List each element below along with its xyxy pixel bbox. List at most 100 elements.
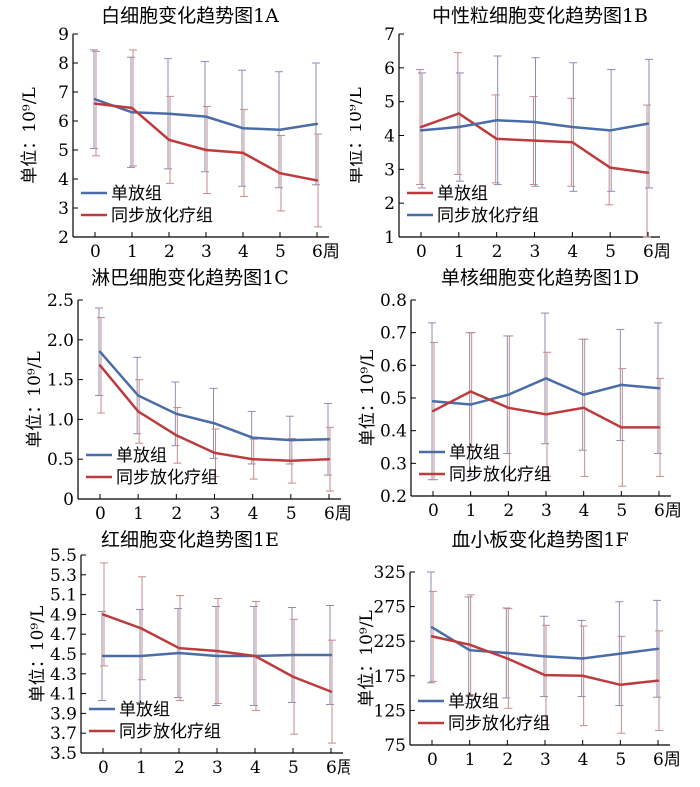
y-tick-label: 4.7 <box>50 625 77 645</box>
y-tick-label: 6 <box>384 59 395 79</box>
x-tick-label: 4 <box>250 758 261 778</box>
data-point <box>241 127 245 130</box>
data-point <box>136 394 140 397</box>
data-point <box>608 129 612 132</box>
data-point <box>506 651 509 655</box>
chart-svg-1c: 淋巴细胞变化趋势图1C 0 0.5 1.0 1.5 2.0 2.5 0 1 2 3 4 5 6周 单位：10… <box>25 267 350 524</box>
data-point <box>543 673 547 677</box>
x-tick-label: 6周 <box>654 501 682 521</box>
data-point <box>646 122 650 125</box>
y-axis-label: 单位：10⁹/L <box>357 610 377 706</box>
y-tick-label: 3 <box>58 199 69 219</box>
y-tick-label: 4 <box>384 127 395 147</box>
y-tick-label: 125 <box>374 701 406 721</box>
y-tick-label: 5.1 <box>50 586 77 606</box>
data-point <box>533 139 536 142</box>
series-line-2 <box>432 390 659 429</box>
y-tick-label: 2.0 <box>47 331 74 351</box>
data-point <box>251 436 254 439</box>
data-point <box>646 171 650 174</box>
x-tick-label: 1 <box>133 504 144 524</box>
x-tick-label: 0 <box>98 758 109 778</box>
x-tick-label: 3 <box>210 504 221 524</box>
x-tick-label: 2 <box>503 501 514 521</box>
data-point <box>130 106 134 110</box>
data-point <box>571 141 574 144</box>
data-point <box>167 138 171 142</box>
data-point <box>468 643 471 646</box>
data-point <box>167 112 171 115</box>
x-tick-label: 3 <box>201 242 212 262</box>
x-tick-label: 6周 <box>643 242 671 262</box>
data-point <box>430 635 434 638</box>
data-point <box>315 122 319 126</box>
data-point <box>620 383 623 387</box>
legend-label: 单放组 <box>119 700 170 720</box>
data-point <box>507 406 510 409</box>
data-point <box>204 115 208 118</box>
data-point <box>495 137 498 141</box>
x-tick-label: 0 <box>95 504 106 524</box>
chart-svg-1d: 单核细胞变化趋势图1D 0.2 0.3 0.4 0.5 0.6 0.7 0.8 0 1 2 3 4 5 6周… <box>358 267 682 521</box>
x-tick-label: 6周 <box>326 758 350 778</box>
chart-title: 血小板变化趋势图1F <box>451 529 628 551</box>
x-tick-label: 4 <box>248 504 259 524</box>
x-tick-label: 2 <box>492 242 503 262</box>
y-tick-label: 4.1 <box>50 685 77 705</box>
data-point <box>469 403 472 406</box>
x-tick-label: 2 <box>174 758 185 778</box>
data-point <box>130 111 134 114</box>
y-tick-label: 6 <box>58 112 69 132</box>
y-tick-label: 3.5 <box>50 744 77 764</box>
y-tick-label: 4.9 <box>50 605 77 625</box>
chart-title: 红细胞变化趋势图1E <box>101 529 279 551</box>
error-bar <box>643 104 651 238</box>
x-tick-label: 2 <box>502 750 513 770</box>
x-tick-label: 0 <box>428 501 439 521</box>
data-point <box>177 646 181 650</box>
x-tick-label: 4 <box>579 501 590 521</box>
data-point <box>431 400 435 403</box>
data-point <box>533 120 536 124</box>
y-tick-label: 5 <box>58 141 69 161</box>
data-point <box>93 102 97 105</box>
chart-svg-1e: 红细胞变化趋势图1E 3.53.73.94.14.34.54.74.95.15.3… <box>28 529 350 778</box>
x-tick-label: 3 <box>212 758 223 778</box>
y-tick-label: 175 <box>374 667 406 687</box>
data-point <box>213 451 216 455</box>
chart-panel-1a: 白细胞变化趋势图1A 2 3 4 5 6 7 8 9 0 1 2 3 4 5 6周 单位：10⁹/L 单放组 同步放… <box>0 0 350 262</box>
chart-title: 淋巴细胞变化趋势图1C <box>91 267 289 289</box>
legend-label: 单放组 <box>111 184 162 204</box>
x-tick-label: 1 <box>465 750 476 770</box>
y-tick-label: 0.7 <box>380 324 407 344</box>
data-point <box>98 364 102 367</box>
x-tick-label: 0 <box>427 750 438 770</box>
legend-label: 同步放化疗组 <box>119 722 221 742</box>
series-line-1 <box>432 377 660 406</box>
x-tick-label: 6周 <box>324 504 350 524</box>
x-tick-label: 1 <box>136 758 147 778</box>
x-tick-label: 3 <box>540 750 551 770</box>
y-tick-label: 1.5 <box>47 371 74 391</box>
data-point <box>251 458 254 461</box>
data-point <box>608 166 612 169</box>
y-tick-label: 5 <box>384 93 395 113</box>
y-tick-label: 5.5 <box>50 546 77 566</box>
y-tick-label: 7 <box>384 25 395 45</box>
data-point <box>101 613 105 616</box>
series-line-1 <box>99 350 330 442</box>
y-tick-label: 325 <box>374 563 406 583</box>
legend-label: 单放组 <box>437 184 488 204</box>
data-point <box>139 654 143 658</box>
x-tick-label: 1 <box>454 242 465 262</box>
series-line-2 <box>431 635 659 687</box>
x-tick-label: 2 <box>171 504 182 524</box>
data-point <box>289 438 293 442</box>
chart-svg-1f: 血小板变化趋势图1F 75 125 175 225 275 325 0 1 2 3 4 5 6周 单位：10… <box>357 529 681 770</box>
chart-panel-1f: 血小板变化趋势图1F 75 125 175 225 275 325 0 1 2 3 4 5 6周 单位：10… <box>350 524 700 787</box>
data-point <box>327 438 331 441</box>
data-point <box>544 413 548 416</box>
y-tick-label: 2 <box>384 194 395 214</box>
y-axis-label: 单位：10⁹/L <box>28 606 48 702</box>
x-tick-label: 1 <box>127 242 138 262</box>
